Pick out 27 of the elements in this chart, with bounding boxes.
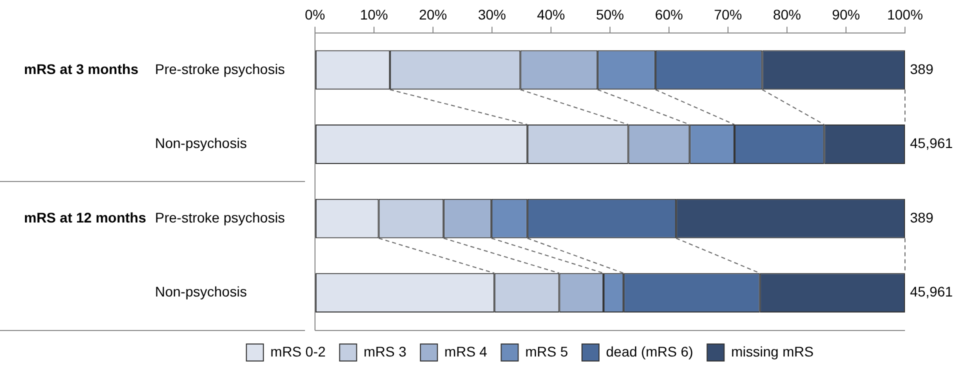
y-tick-label: Pre-stroke psychosis — [155, 209, 285, 226]
y-tick-label: Non-psychosis — [155, 135, 247, 152]
x-tick-label: 90% — [832, 6, 860, 22]
x-tick-label: 50% — [596, 6, 624, 22]
legend-label: mRS 5 — [525, 343, 568, 360]
text: mRS at 3 months — [24, 60, 139, 77]
x-tick-label: 60% — [654, 6, 684, 22]
text: mRS at 12 months — [24, 209, 146, 226]
x-tick-label: 40% — [536, 6, 566, 22]
text: 45,961 — [910, 135, 954, 152]
x-tick-label: 100% — [887, 6, 923, 22]
legend-label: dead (mRS 6) — [606, 343, 694, 360]
x-tick-label: 0% — [304, 6, 326, 22]
legend-label: mRS 3 — [364, 343, 407, 360]
legend-label: mRS 4 — [444, 343, 488, 360]
y-tick-label: Non-psychosis — [155, 284, 247, 300]
x-tick-label: 80% — [772, 6, 802, 22]
x-tick-label: 30% — [478, 6, 506, 22]
text: 389 — [910, 60, 934, 77]
y-tick-label: Pre-stroke psychosis — [155, 60, 285, 77]
text: 45,961 — [910, 284, 954, 300]
legend-label: mRS 0-2 — [270, 343, 326, 360]
x-tick-label: 20% — [418, 6, 448, 22]
text: 389 — [910, 209, 934, 226]
legend-label: missing mRS — [731, 343, 814, 360]
x-tick-label: 70% — [714, 6, 742, 22]
x-tick-label: 10% — [360, 6, 388, 22]
